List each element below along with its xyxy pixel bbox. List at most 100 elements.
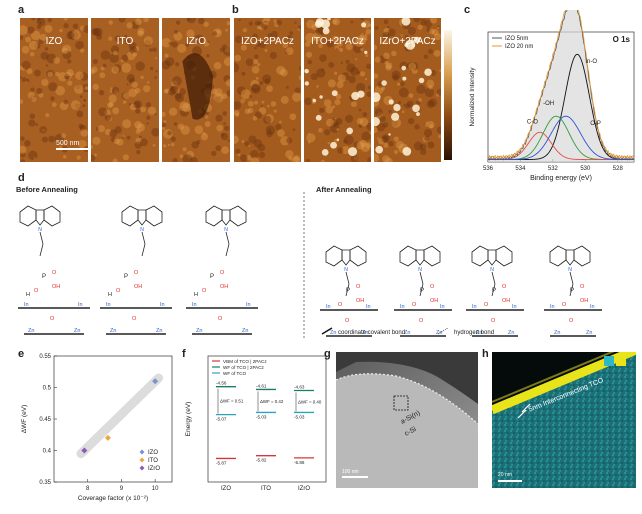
x-tick-label: 536: [483, 166, 494, 172]
afm-background: [304, 18, 371, 162]
afm-texture: [264, 113, 274, 123]
peak-label: C-O: [527, 120, 538, 126]
afm-texture: [135, 18, 142, 26]
carbazole-group: N: [399, 245, 441, 297]
zinc-atom: Zn: [586, 330, 592, 336]
oxygen-atom: O: [116, 288, 121, 294]
zinc-atom: Zn: [110, 328, 116, 334]
afm-texture: [392, 74, 399, 81]
afm-texture: [358, 124, 363, 128]
afm-texture: [63, 99, 69, 105]
afm-texture: [29, 51, 35, 57]
legend-label: VBM of TCO | 2PACz: [223, 359, 267, 364]
afm-texture: [335, 117, 343, 125]
afm-texture: [404, 35, 409, 39]
afm-texture: [356, 71, 360, 75]
afm-texture: [363, 32, 366, 35]
chain-bond: [225, 243, 230, 257]
oxygen-atom: O: [502, 284, 507, 290]
afm-texture: [91, 154, 96, 162]
afm-particle: [412, 44, 416, 48]
afm-texture: [50, 96, 55, 102]
indium-atom: In: [106, 302, 111, 308]
hydrogen-atom: H: [108, 292, 112, 298]
afm-texture: [276, 65, 286, 76]
afm-texture: [355, 58, 358, 61]
afm-texture: [264, 19, 268, 23]
afm-texture: [246, 155, 252, 161]
afm-texture: [319, 107, 325, 113]
legend-marker: [139, 465, 145, 471]
afm-texture: [374, 108, 383, 117]
afm-texture: [425, 121, 429, 125]
afm-texture: [220, 132, 225, 137]
afm-texture: [381, 134, 390, 143]
afm-texture: [59, 101, 69, 111]
afm-texture: [58, 72, 68, 82]
panel-label-h: h: [482, 348, 489, 360]
afm-texture: [213, 61, 222, 70]
afm-texture: [83, 99, 86, 102]
x-axis-label: Coverage factor (x 10⁻²): [78, 495, 148, 502]
afm-texture: [266, 85, 273, 93]
afm-texture: [114, 35, 121, 42]
legend-label: IZrO: [148, 466, 160, 472]
afm-texture: [155, 70, 158, 73]
afm-texture: [116, 138, 124, 146]
afm-texture: [263, 18, 270, 22]
afm-texture: [267, 33, 272, 38]
afm-texture: [146, 122, 149, 125]
afm-texture: [177, 43, 187, 53]
afm-texture: [91, 28, 99, 36]
afm-texture: [439, 68, 441, 72]
afm-texture: [428, 85, 433, 90]
afm-texture: [359, 139, 367, 147]
afm-texture: [242, 28, 247, 33]
afm-texture: [271, 30, 278, 38]
ring: [573, 245, 591, 267]
afm-texture: [407, 26, 417, 36]
afm-texture: [31, 96, 37, 102]
afm-texture: [382, 31, 390, 39]
hydroxyl-group: OH: [220, 284, 228, 290]
afm-texture: [203, 21, 209, 27]
afm-texture: [374, 153, 380, 162]
afm-texture: [30, 18, 36, 21]
afm-texture: [384, 60, 389, 65]
carbazole-group: N: [19, 205, 61, 257]
afm-texture: [337, 40, 343, 47]
afm-texture: [336, 128, 340, 131]
oxygen-atom: O: [580, 284, 585, 290]
afm-texture: [345, 59, 350, 64]
afm-texture: [398, 87, 409, 98]
afm-texture: [76, 155, 81, 160]
category-label: IZrO: [298, 486, 310, 492]
chain-bond: [345, 283, 350, 297]
afm-texture: [151, 127, 159, 137]
afm-texture: [275, 123, 282, 131]
afm-texture: [139, 135, 142, 139]
zinc-atom: Zn: [330, 330, 336, 336]
afm-texture: [332, 117, 335, 120]
afm-texture: [108, 94, 117, 103]
afm-texture: [330, 118, 339, 127]
afm-texture: [257, 143, 266, 152]
afm-texture: [35, 123, 39, 126]
afm-texture: [269, 51, 277, 59]
afm-texture: [68, 30, 79, 41]
afm-texture: [20, 152, 26, 158]
afm-texture: [350, 66, 359, 76]
afm-texture: [215, 114, 223, 122]
indium-atom: In: [78, 302, 83, 308]
chain-bond: [419, 271, 424, 285]
x-tick-label: 532: [548, 166, 559, 172]
afm-texture: [79, 124, 87, 132]
afm-texture: [136, 149, 141, 155]
afm-texture: [256, 25, 262, 30]
afm-texture: [167, 143, 171, 147]
afm-texture: [226, 21, 230, 26]
afm-particle: [312, 98, 316, 103]
afm-texture: [132, 52, 138, 57]
afm-texture: [66, 59, 72, 64]
afm-texture: [79, 95, 83, 98]
